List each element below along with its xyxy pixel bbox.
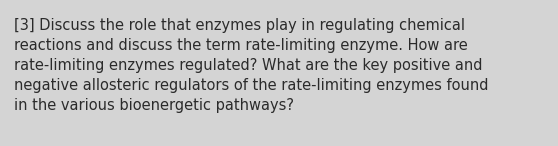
Text: negative allosteric regulators of the rate-limiting enzymes found: negative allosteric regulators of the ra… xyxy=(14,78,488,93)
Text: [3] Discuss the role that enzymes play in regulating chemical: [3] Discuss the role that enzymes play i… xyxy=(14,18,465,33)
Text: reactions and discuss the term rate-limiting enzyme. How are: reactions and discuss the term rate-limi… xyxy=(14,38,468,53)
Text: rate-limiting enzymes regulated? What are the key positive and: rate-limiting enzymes regulated? What ar… xyxy=(14,58,483,73)
Text: in the various bioenergetic pathways?: in the various bioenergetic pathways? xyxy=(14,98,294,113)
